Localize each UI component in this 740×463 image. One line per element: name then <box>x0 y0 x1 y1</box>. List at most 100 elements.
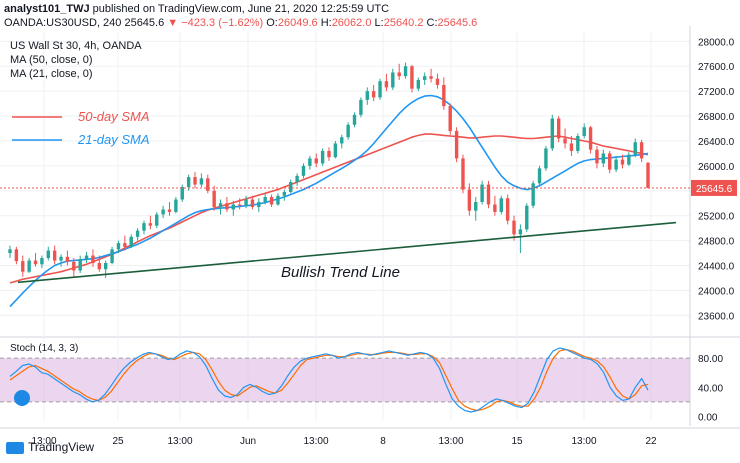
candle-body <box>499 198 503 212</box>
candle <box>104 260 108 278</box>
sma50-annotation: 50-day SMA <box>78 109 150 124</box>
candle-body <box>21 261 25 272</box>
price-tick-label: 26000.0 <box>698 162 735 173</box>
candle-body <box>91 255 95 264</box>
candle <box>423 72 427 85</box>
candle <box>340 134 344 149</box>
time-tick-label: Jun <box>240 436 256 447</box>
chart-settings-icon <box>14 390 30 406</box>
candle-body <box>410 66 414 89</box>
candle-body <box>231 204 235 210</box>
candle-body <box>435 78 440 85</box>
candle-body <box>416 79 421 89</box>
symbol-line: OANDA:US30USD, 240 25645.6 ▼ −423.3 (−1.… <box>4 17 477 29</box>
candle-body <box>72 261 76 271</box>
candle-body <box>135 230 140 237</box>
candle <box>72 258 76 278</box>
candle-body <box>186 177 191 188</box>
candle <box>123 235 127 251</box>
candle <box>135 228 140 241</box>
ma21-line <box>9 94 649 308</box>
candle-body <box>167 209 172 212</box>
candle-body <box>237 204 242 206</box>
candle <box>333 140 338 159</box>
price-tick-label: 24400.0 <box>698 262 735 273</box>
candle-body <box>371 91 376 98</box>
candle <box>52 245 57 265</box>
candle-body <box>531 183 535 206</box>
candle <box>429 68 433 83</box>
candle <box>206 174 210 194</box>
candle <box>480 180 484 205</box>
stochastic-panel: 0.00 40.00 80.00 Stoch (14, 3, 3) <box>0 343 723 423</box>
candle <box>639 139 644 163</box>
candle <box>314 153 318 168</box>
c-value: 25645.6 <box>437 17 478 29</box>
candle-body <box>263 197 267 202</box>
candle <box>608 150 612 174</box>
candle-body <box>518 229 523 235</box>
last-price-label: 25645.6 <box>696 184 733 195</box>
stoch-tick-label: 40.00 <box>698 383 723 394</box>
candle-body <box>52 250 57 261</box>
price-axis: 23600.024000.024400.024800.025200.025600… <box>689 26 735 426</box>
candle <box>91 249 95 267</box>
candle-body <box>59 256 63 261</box>
stoch-label: Stoch (14, 3, 3) <box>10 343 78 354</box>
tradingview-logo[interactable]: TradingView <box>6 440 94 454</box>
price-tick-label: 28000.0 <box>698 37 735 48</box>
candle <box>65 250 70 266</box>
candle-body <box>563 138 567 144</box>
candle-body <box>289 182 293 193</box>
candle-body <box>639 142 644 159</box>
candle <box>582 123 586 139</box>
candle <box>512 215 516 241</box>
candle-body <box>333 143 338 158</box>
time-tick-label: 8 <box>380 436 386 447</box>
candle <box>537 165 542 186</box>
price-tick-label: 25200.0 <box>698 212 735 223</box>
candle-body <box>582 127 586 136</box>
candle-body <box>40 258 44 265</box>
candle-body <box>250 199 255 207</box>
candle <box>442 77 446 110</box>
candle <box>14 246 19 265</box>
candle-body <box>423 76 427 80</box>
candle-body <box>110 249 114 264</box>
candle-body <box>378 81 382 98</box>
candle <box>237 198 242 210</box>
candle <box>448 103 452 135</box>
candle-body <box>454 131 459 159</box>
time-axis: 13:00 25 13:00 Jun 13:00 8 13:00 15 13:00 22 <box>31 436 657 447</box>
candle <box>174 197 178 214</box>
candle-body <box>327 150 331 158</box>
candle <box>505 194 510 225</box>
candle <box>295 173 299 186</box>
price-tick-label: 24000.0 <box>698 286 735 297</box>
candle <box>614 155 618 173</box>
candle <box>148 215 153 230</box>
candle-body <box>352 114 357 125</box>
candle <box>250 195 255 210</box>
candle-body <box>544 148 548 169</box>
time-tick-label: 13:00 <box>438 436 463 447</box>
author[interactable]: analyst101_TWJ <box>4 3 90 15</box>
candle-body <box>525 205 529 230</box>
candle-body <box>225 203 229 210</box>
candle-body <box>537 168 542 184</box>
time-tick-label: 13:00 <box>571 436 596 447</box>
candle <box>257 198 261 212</box>
candle-body <box>512 220 516 235</box>
candle <box>588 126 593 154</box>
candle <box>352 112 357 128</box>
l-label: L: <box>374 17 384 29</box>
candle <box>116 240 121 254</box>
candle-body <box>84 255 89 260</box>
grid <box>0 32 740 429</box>
candle <box>320 148 325 166</box>
candle-body <box>65 256 70 262</box>
sma21-annotation: 21-day SMA <box>77 132 150 147</box>
candle-body <box>116 243 121 250</box>
candle-body <box>129 236 133 247</box>
candle <box>601 149 606 168</box>
